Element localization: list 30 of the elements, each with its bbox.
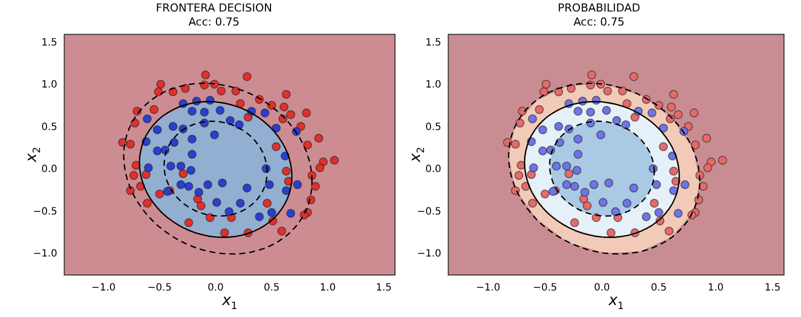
y-tick-label: 1.5 xyxy=(425,37,442,48)
y-tick-label: 0.5 xyxy=(425,122,442,133)
x-tick-label: 1.5 xyxy=(376,282,392,294)
x-tick-label: 0.5 xyxy=(264,282,280,294)
chart-subtitle: Acc: 0.75 xyxy=(188,16,240,29)
y-tick-label: 0.0 xyxy=(41,164,58,176)
y-tick-label: −1.0 xyxy=(416,248,442,260)
x-tick-label: 1.0 xyxy=(320,282,336,294)
y-tick-label: 1.0 xyxy=(41,80,58,91)
x-tick-label: 1.5 xyxy=(764,282,781,294)
x-tick-label: 0.0 xyxy=(208,282,224,294)
y-tick-label: 1.5 xyxy=(41,37,58,48)
chart-title: PROBABILIDAD xyxy=(558,1,640,14)
x-tick-label: 0.5 xyxy=(650,282,667,294)
y-tick-label: −0.5 xyxy=(32,206,58,218)
y-tick-label: 0.5 xyxy=(41,122,58,133)
y-tick-label: 0.0 xyxy=(425,164,442,176)
x-axis-title: x$_{1}$ xyxy=(608,291,624,312)
x-tick-label: −1.0 xyxy=(476,282,500,294)
x-tick-label: 0.0 xyxy=(594,282,610,294)
y-tick-label: −0.5 xyxy=(416,206,442,218)
chart-subtitle: Acc: 0.75 xyxy=(573,16,625,29)
x-tick-label: 1.0 xyxy=(708,282,724,294)
x-tick-label: −1.0 xyxy=(91,282,116,294)
x-tick-label: −0.5 xyxy=(147,282,172,294)
x-axis-title: x$_{1}$ xyxy=(222,291,238,312)
y-tick-label: 1.0 xyxy=(425,80,442,91)
chart-title: FRONTERA DECISION xyxy=(156,1,272,14)
x-tick-label: −0.5 xyxy=(532,282,558,294)
y-tick-label: −1.0 xyxy=(32,248,58,260)
